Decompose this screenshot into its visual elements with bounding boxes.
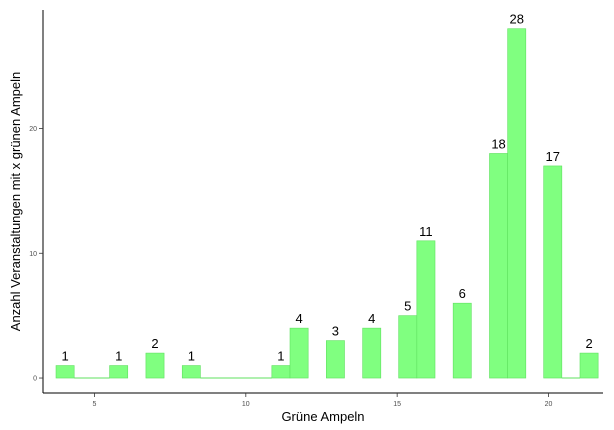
y-axis-title: Anzahl Veranstaltungen mit x grünen Ampe… bbox=[8, 72, 23, 331]
histogram-bar bbox=[579, 352, 599, 379]
bar-value-label: 11 bbox=[419, 224, 433, 239]
x-ticks-group: 5 10 15 20 bbox=[93, 393, 553, 408]
bars-group bbox=[55, 28, 599, 379]
histogram-bar bbox=[326, 340, 345, 379]
bar-value-label: 28 bbox=[509, 12, 523, 27]
bar-value-label: 1 bbox=[115, 349, 122, 364]
histogram-bar bbox=[362, 327, 382, 379]
bar-value-label: 2 bbox=[585, 336, 592, 351]
x-axis-title: Grüne Ampeln bbox=[281, 409, 364, 424]
y-tick-label: 0 bbox=[33, 376, 37, 383]
bar-value-label: 4 bbox=[295, 311, 302, 326]
histogram-bar bbox=[289, 327, 309, 379]
bar-value-label: 5 bbox=[404, 299, 411, 314]
histogram-bar bbox=[55, 365, 75, 379]
histogram-bar bbox=[109, 365, 129, 379]
histogram-bar bbox=[145, 352, 165, 379]
bar-value-label: 2 bbox=[151, 336, 158, 351]
histogram-bar bbox=[416, 240, 436, 379]
y-ticks-group: 0 10 20 bbox=[29, 126, 43, 383]
y-tick-label: 10 bbox=[29, 251, 37, 258]
bar-value-label: 4 bbox=[368, 311, 375, 326]
histogram-bar bbox=[398, 315, 418, 379]
bar-value-label: 1 bbox=[188, 349, 195, 364]
bar-value-label: 18 bbox=[491, 136, 505, 151]
histogram-bar bbox=[452, 302, 472, 379]
histogram-bar bbox=[271, 365, 291, 379]
bar-value-label: 3 bbox=[332, 324, 339, 339]
x-tick-label: 20 bbox=[545, 401, 553, 408]
histogram-bar bbox=[543, 165, 563, 379]
histogram-bar bbox=[181, 365, 201, 379]
histogram-bar bbox=[489, 153, 508, 379]
y-tick-label: 20 bbox=[29, 126, 37, 133]
x-tick-label: 10 bbox=[242, 401, 250, 408]
bar-value-label: 6 bbox=[459, 286, 466, 301]
bar-value-label: 1 bbox=[277, 349, 284, 364]
bar-value-label: 17 bbox=[546, 149, 560, 164]
histogram-bar bbox=[507, 28, 527, 379]
bar-value-label: 1 bbox=[61, 349, 68, 364]
x-tick-label: 5 bbox=[93, 401, 97, 408]
x-tick-label: 15 bbox=[393, 401, 401, 408]
